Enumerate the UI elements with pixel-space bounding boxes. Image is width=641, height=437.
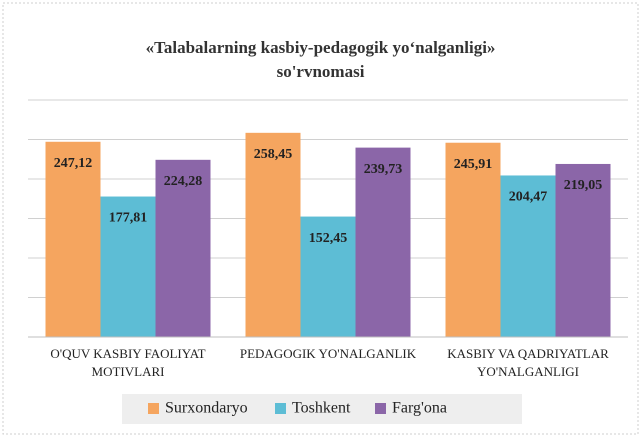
legend-swatch <box>148 403 159 414</box>
legend-label: Farg'ona <box>392 400 447 417</box>
value-label: 245,91 <box>454 157 493 172</box>
legend-box <box>122 394 522 424</box>
x-tick-label: O'QUV KASBIY FAOLIYAT MOTIVLARI <box>50 346 206 379</box>
bar <box>300 216 356 337</box>
chart-title: «Talabalarning kasbiy-pedagogik yo‘nalga… <box>145 38 496 81</box>
bar <box>445 142 501 337</box>
legend-swatch <box>375 403 386 414</box>
value-label: 239,73 <box>364 162 403 177</box>
bar <box>245 132 301 337</box>
bar <box>45 141 101 337</box>
value-label: 224,28 <box>164 174 203 189</box>
value-label: 219,05 <box>564 178 603 193</box>
legend-swatch <box>275 403 286 414</box>
bar <box>100 196 156 337</box>
value-label: 204,47 <box>509 190 548 205</box>
bar <box>155 159 211 337</box>
value-label: 152,45 <box>309 231 348 246</box>
value-label: 258,45 <box>254 147 293 162</box>
bar <box>355 147 411 337</box>
x-tick-label: KASBIY VA QADRIYATLAR YO'NALGANLIGI <box>447 346 609 379</box>
legend-label: Toshkent <box>292 400 351 417</box>
value-label: 177,81 <box>109 211 148 226</box>
x-tick-label: PEDAGOGIK YO'NALGANLIK <box>239 346 417 361</box>
value-label: 247,12 <box>54 156 93 171</box>
bar <box>555 163 611 337</box>
bar <box>500 175 556 337</box>
legend-label: Surxondaryo <box>165 400 248 417</box>
